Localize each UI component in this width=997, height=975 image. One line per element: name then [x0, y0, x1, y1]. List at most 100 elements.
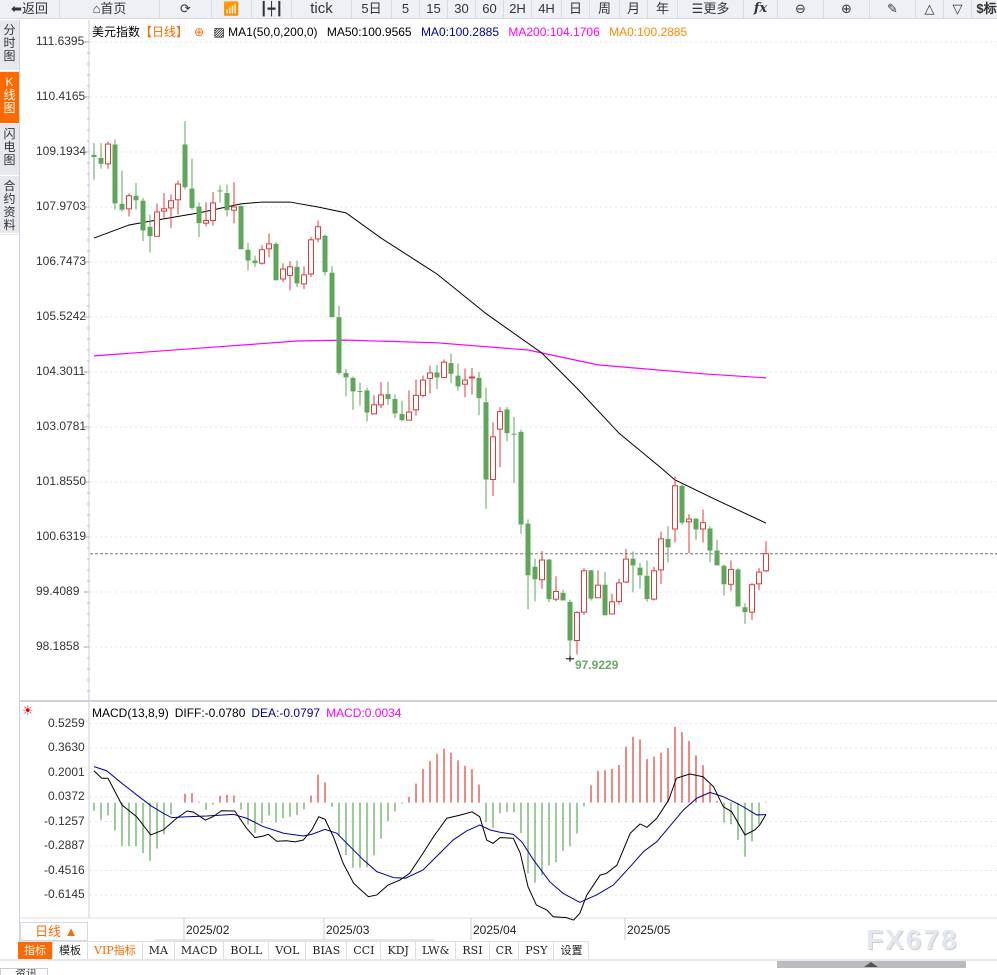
- period-15m[interactable]: 15: [420, 0, 448, 19]
- candle-body: [91, 154, 97, 158]
- indicator-tab[interactable]: LW&: [415, 942, 457, 959]
- candle-body: [609, 601, 615, 615]
- sun-icon[interactable]: ☀: [22, 703, 34, 718]
- period-30m[interactable]: 30: [448, 0, 476, 19]
- candle-body: [112, 144, 118, 204]
- indicator-icon[interactable]: ▨: [213, 25, 225, 39]
- more-button[interactable]: ☰更多: [678, 0, 744, 19]
- indicator-tab[interactable]: 设置: [554, 942, 590, 959]
- price-tick-label: 101.8550: [36, 474, 87, 488]
- candle-body: [287, 266, 293, 276]
- indicator-tab[interactable]: MA: [142, 942, 175, 959]
- home-button[interactable]: ⌂首页: [60, 0, 160, 19]
- period-select[interactable]: 日线 ▲: [20, 922, 88, 941]
- tab-flash[interactable]: 闪电图: [0, 124, 19, 176]
- candle-body: [476, 377, 482, 399]
- indicator-tab[interactable]: BIAS: [306, 942, 348, 959]
- candle-body: [154, 211, 160, 237]
- candle-body: [623, 558, 629, 583]
- candle-body: [693, 518, 699, 530]
- period-2h[interactable]: 2H: [504, 0, 532, 19]
- down-button[interactable]: ▽: [944, 0, 972, 19]
- candle-body: [350, 377, 356, 392]
- candle-body: [133, 195, 139, 201]
- candle-body: [280, 268, 286, 280]
- draw-button[interactable]: ✎: [870, 0, 916, 19]
- tick-button[interactable]: tick: [292, 0, 352, 19]
- indicator-tab[interactable]: CCI: [347, 942, 382, 959]
- zoom-out-button[interactable]: ⊖: [778, 0, 824, 19]
- candle-body: [301, 274, 307, 285]
- period-week[interactable]: 周: [590, 0, 620, 19]
- candle-body: [518, 431, 524, 525]
- macd-tick-label: 0.2001: [48, 764, 85, 779]
- price-tick-label: 99.4089: [36, 584, 80, 598]
- collapse-handle[interactable]: [777, 961, 966, 968]
- price-tick-label: 98.1858: [36, 639, 80, 653]
- up-button[interactable]: △: [916, 0, 944, 19]
- tab-kline[interactable]: K线图: [0, 72, 19, 124]
- indicator-tab[interactable]: 模板: [53, 942, 88, 959]
- candle-body: [427, 372, 433, 379]
- macd-tick-label: -0.2887: [44, 838, 85, 852]
- price-tick-label: 103.0781: [36, 419, 87, 433]
- toolbar: ⬅返回 ⌂首页 ⟳ 📶 ┃┿┃ tick 5日 5 15 30 60 2H 4H…: [0, 0, 997, 19]
- period-year[interactable]: 年: [648, 0, 678, 19]
- candle-body: [336, 317, 342, 373]
- price-tick-label: 105.5242: [36, 309, 87, 323]
- period-5d[interactable]: 5日: [352, 0, 392, 19]
- candle-body: [175, 183, 181, 201]
- candle-body: [574, 612, 580, 641]
- period-month[interactable]: 月: [620, 0, 648, 19]
- candle-body: [322, 235, 328, 273]
- indicator-tab[interactable]: CR: [489, 942, 520, 959]
- period-day[interactable]: 日: [562, 0, 590, 19]
- watermark-logo: FX678: [866, 924, 959, 955]
- menu-icon: ☰: [691, 1, 704, 16]
- candle-body: [119, 203, 125, 210]
- macd-tick-label: 0.5259: [48, 715, 85, 730]
- tab-news[interactable]: 资讯: [0, 968, 48, 975]
- triangle-down-icon: ▽: [952, 1, 963, 16]
- indicator-tab[interactable]: RSI: [456, 942, 490, 959]
- formula-button[interactable]: fx: [744, 0, 778, 19]
- line-chart-button[interactable]: 📶: [212, 0, 252, 19]
- indicator-tab[interactable]: MACD: [174, 942, 225, 959]
- indicator-tab[interactable]: VIP指标: [88, 942, 143, 959]
- candle-body: [511, 433, 517, 435]
- tab-timeshare[interactable]: 分时图: [0, 20, 19, 71]
- back-button[interactable]: ⬅返回: [0, 0, 60, 19]
- indicator-tab[interactable]: VOL: [269, 942, 307, 959]
- triangle-up-icon: △: [924, 1, 935, 16]
- ma200-value: MA200:104.1706: [508, 25, 600, 39]
- indicator-tab[interactable]: PSY: [519, 942, 555, 959]
- ma50-line: [93, 201, 767, 524]
- candle-body: [266, 243, 272, 250]
- zoom-in-button[interactable]: ⊕: [824, 0, 870, 19]
- indicator-tab[interactable]: BOLL: [224, 942, 270, 959]
- zoom-in-icon: ⊕: [841, 1, 852, 16]
- indicator-tabs: 指标 模板 VIP指标 MA MACD BOLL VOL BIAS CCI KDJ LW& RSI CR…: [18, 941, 590, 959]
- candlestick-button[interactable]: ┃┿┃: [252, 0, 292, 19]
- period-5m[interactable]: 5: [392, 0, 420, 19]
- refresh-button[interactable]: ⟳: [160, 0, 212, 19]
- candle-body: [434, 372, 440, 378]
- divider: [0, 959, 997, 961]
- period-4h[interactable]: 4H: [532, 0, 562, 19]
- dea-line: [93, 766, 767, 903]
- candle-body: [686, 518, 692, 523]
- macd-tick-label: -0.1257: [44, 813, 85, 828]
- dollar-button[interactable]: $标: [972, 0, 997, 19]
- target-icon[interactable]: ⊕: [194, 25, 205, 39]
- candle-body: [504, 409, 510, 434]
- period-60m[interactable]: 60: [476, 0, 504, 19]
- pencil-icon: ✎: [887, 1, 898, 16]
- tab-contract-info[interactable]: 合约资料: [0, 176, 19, 234]
- candle-body: [588, 570, 594, 599]
- candle-body: [294, 266, 300, 284]
- candle-body: [413, 394, 419, 411]
- indicator-tab[interactable]: 指标: [18, 942, 53, 959]
- price-tick-label: 111.6395: [36, 34, 85, 48]
- indicator-tab[interactable]: KDJ: [381, 942, 416, 959]
